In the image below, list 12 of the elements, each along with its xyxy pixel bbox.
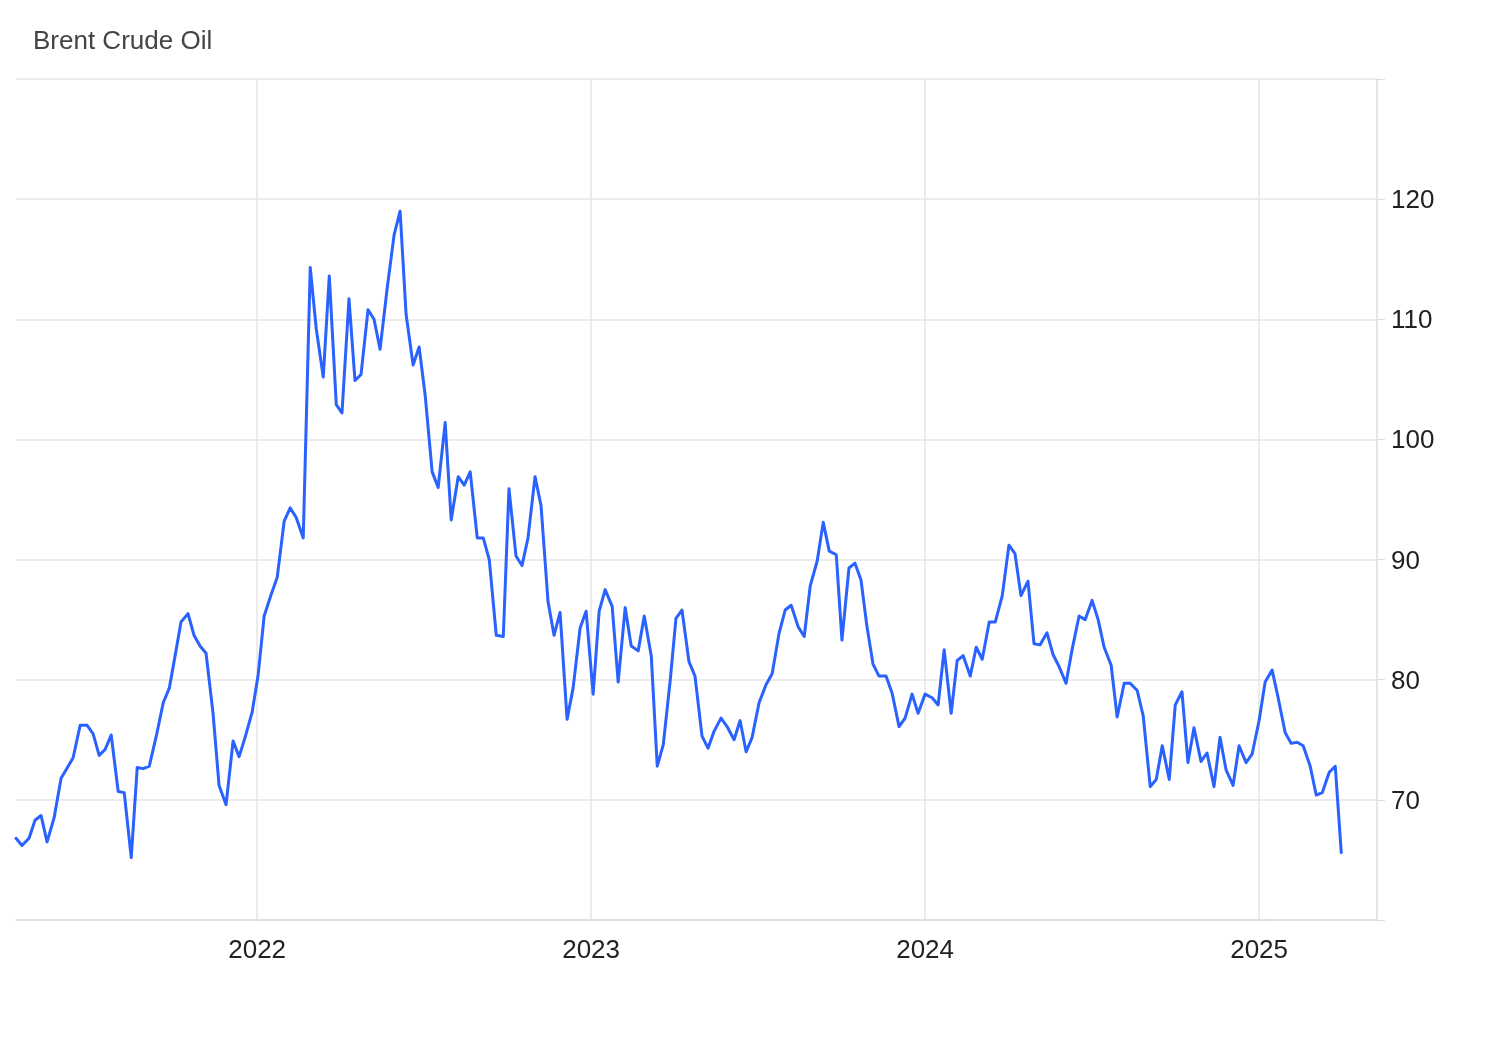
x-tick-label: 2024 bbox=[896, 934, 955, 964]
x-tick-label: 2023 bbox=[562, 934, 621, 964]
chart-title: Brent Crude Oil bbox=[33, 25, 213, 55]
y-tick-label: 80 bbox=[1391, 664, 1420, 695]
y-tick-label: 120 bbox=[1391, 184, 1435, 215]
y-tick-label: 100 bbox=[1391, 424, 1435, 455]
x-tick-label: 2025 bbox=[1230, 934, 1289, 964]
y-tick-label: 90 bbox=[1391, 544, 1420, 575]
line-series bbox=[14, 209, 1343, 860]
y-tick-label: 70 bbox=[1391, 784, 1420, 815]
y-tick-label: 110 bbox=[1391, 304, 1433, 335]
x-tick-label: 2022 bbox=[228, 934, 287, 964]
